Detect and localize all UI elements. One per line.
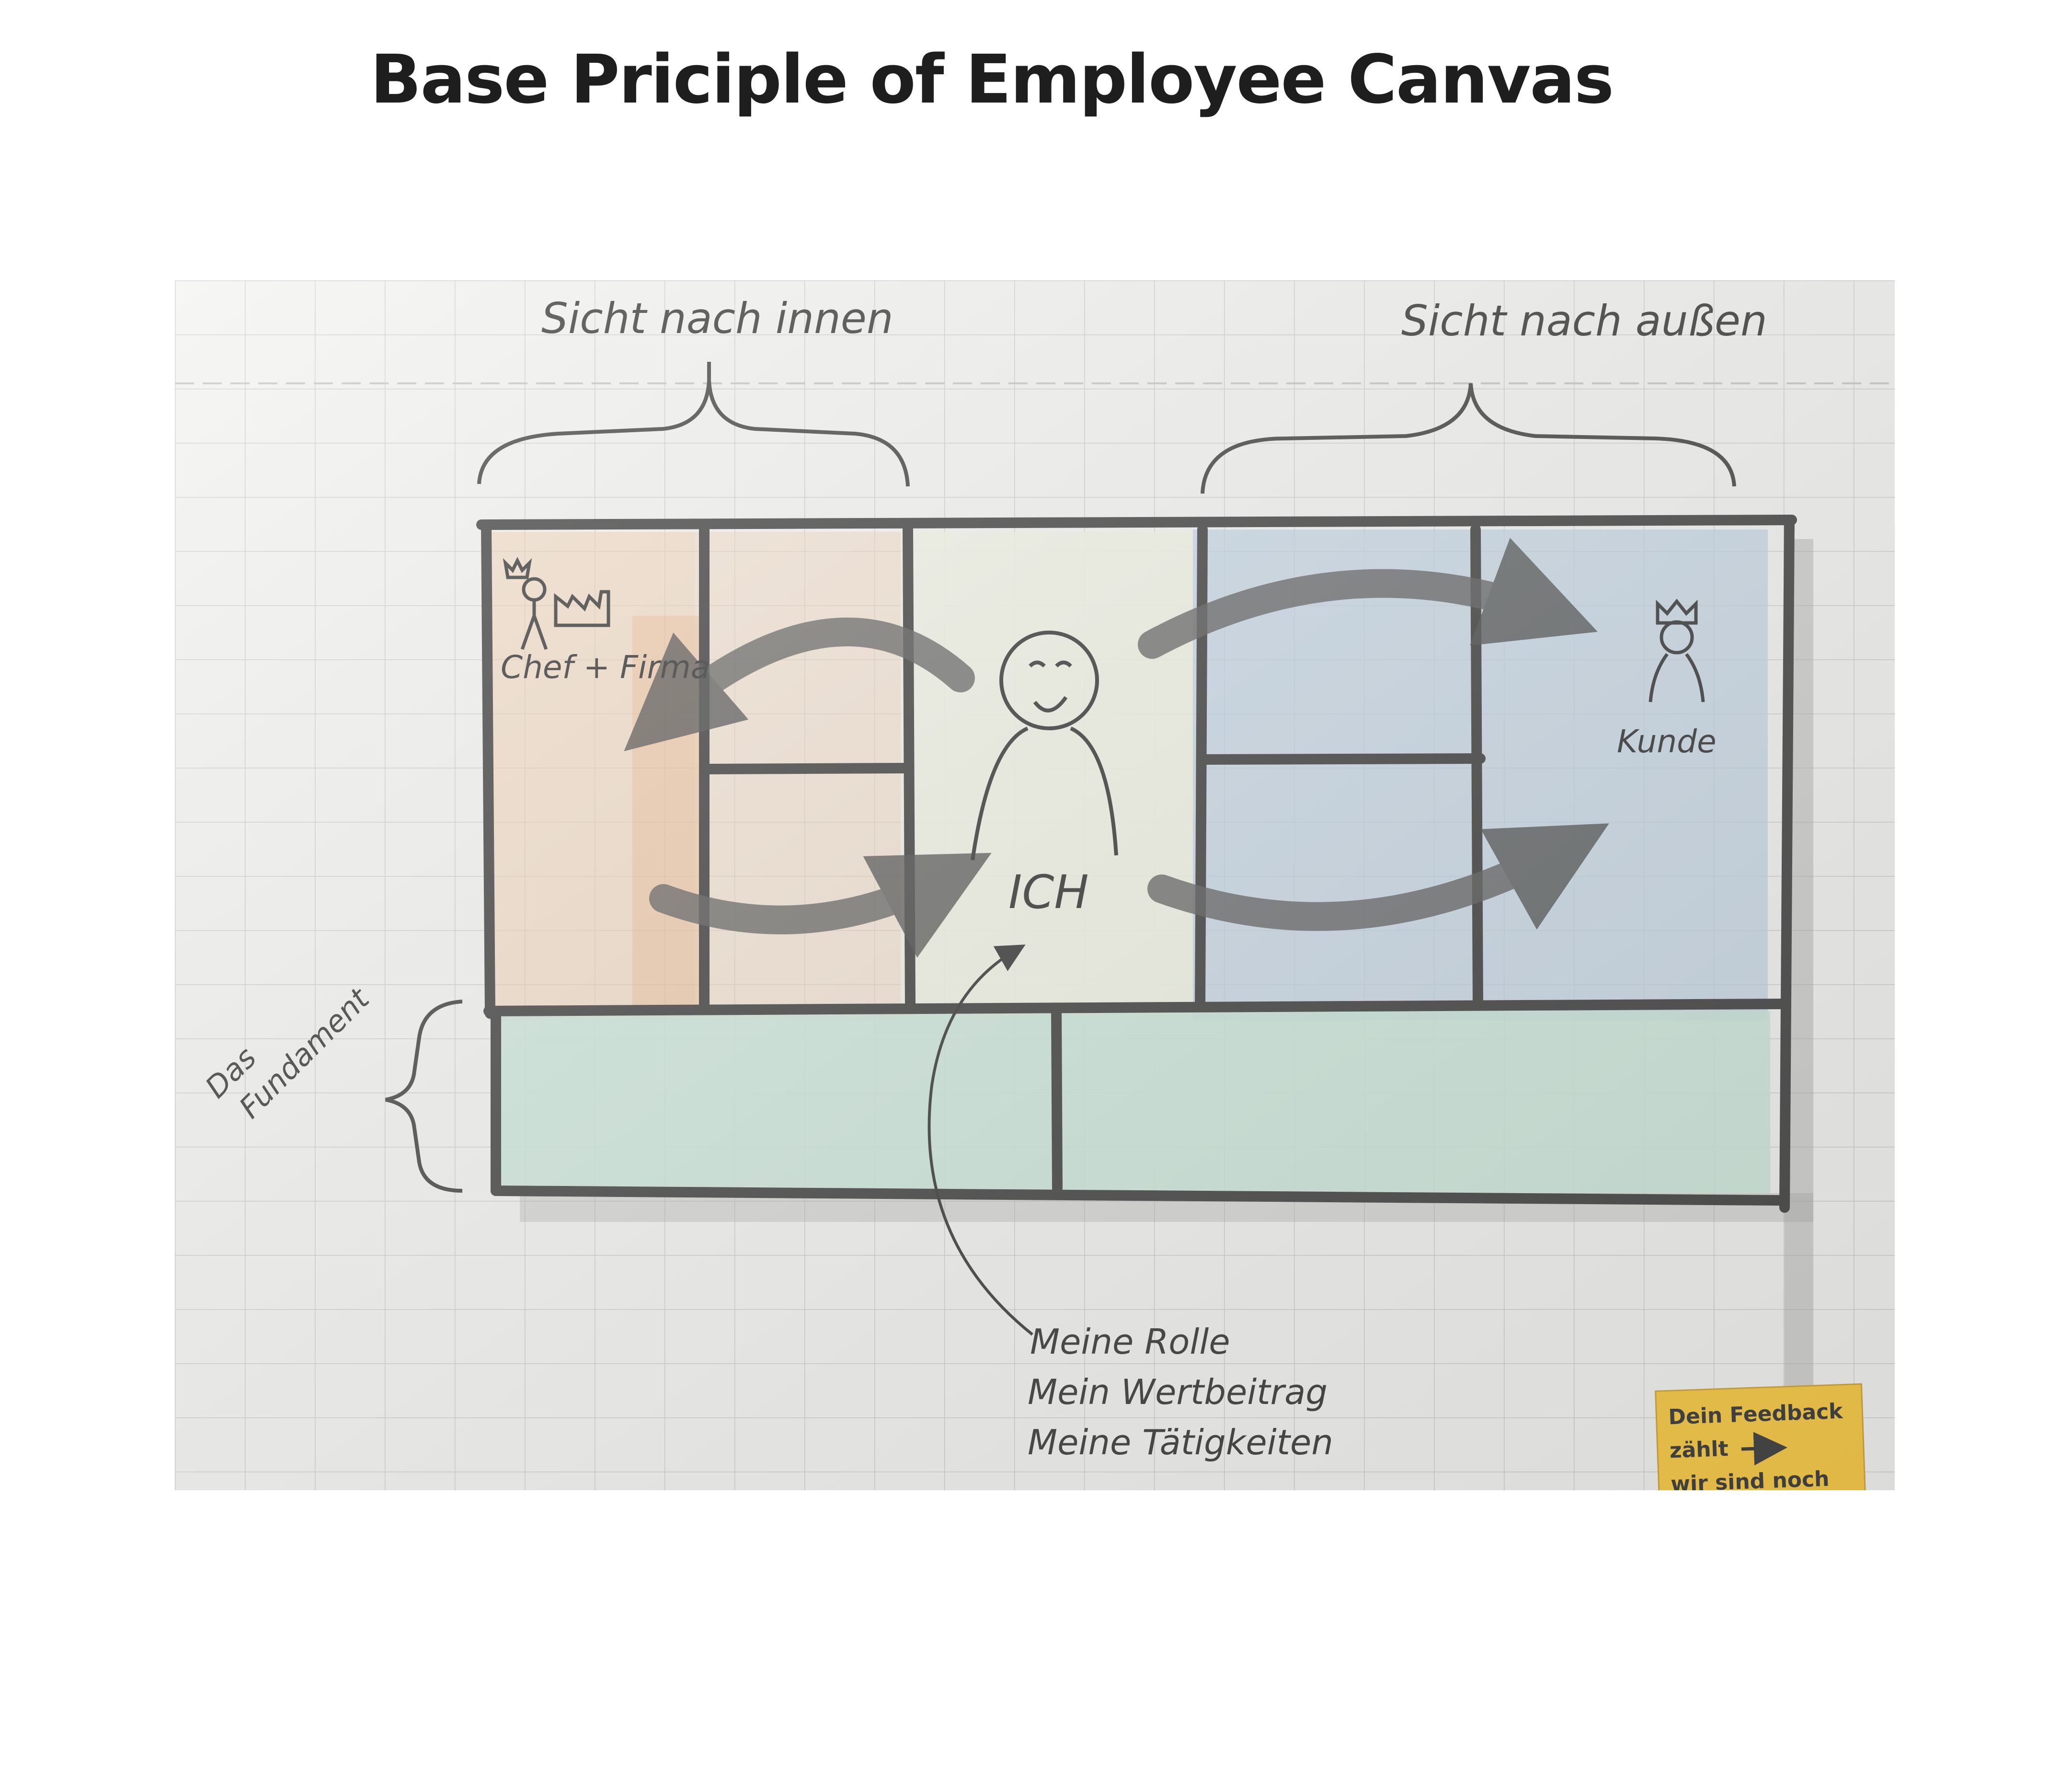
page-title: Base Priciple of Employee Canvas <box>370 41 1614 119</box>
canvas-sketch-photo: Sicht nach innen Sicht nach außen Chef +… <box>175 280 1895 1490</box>
